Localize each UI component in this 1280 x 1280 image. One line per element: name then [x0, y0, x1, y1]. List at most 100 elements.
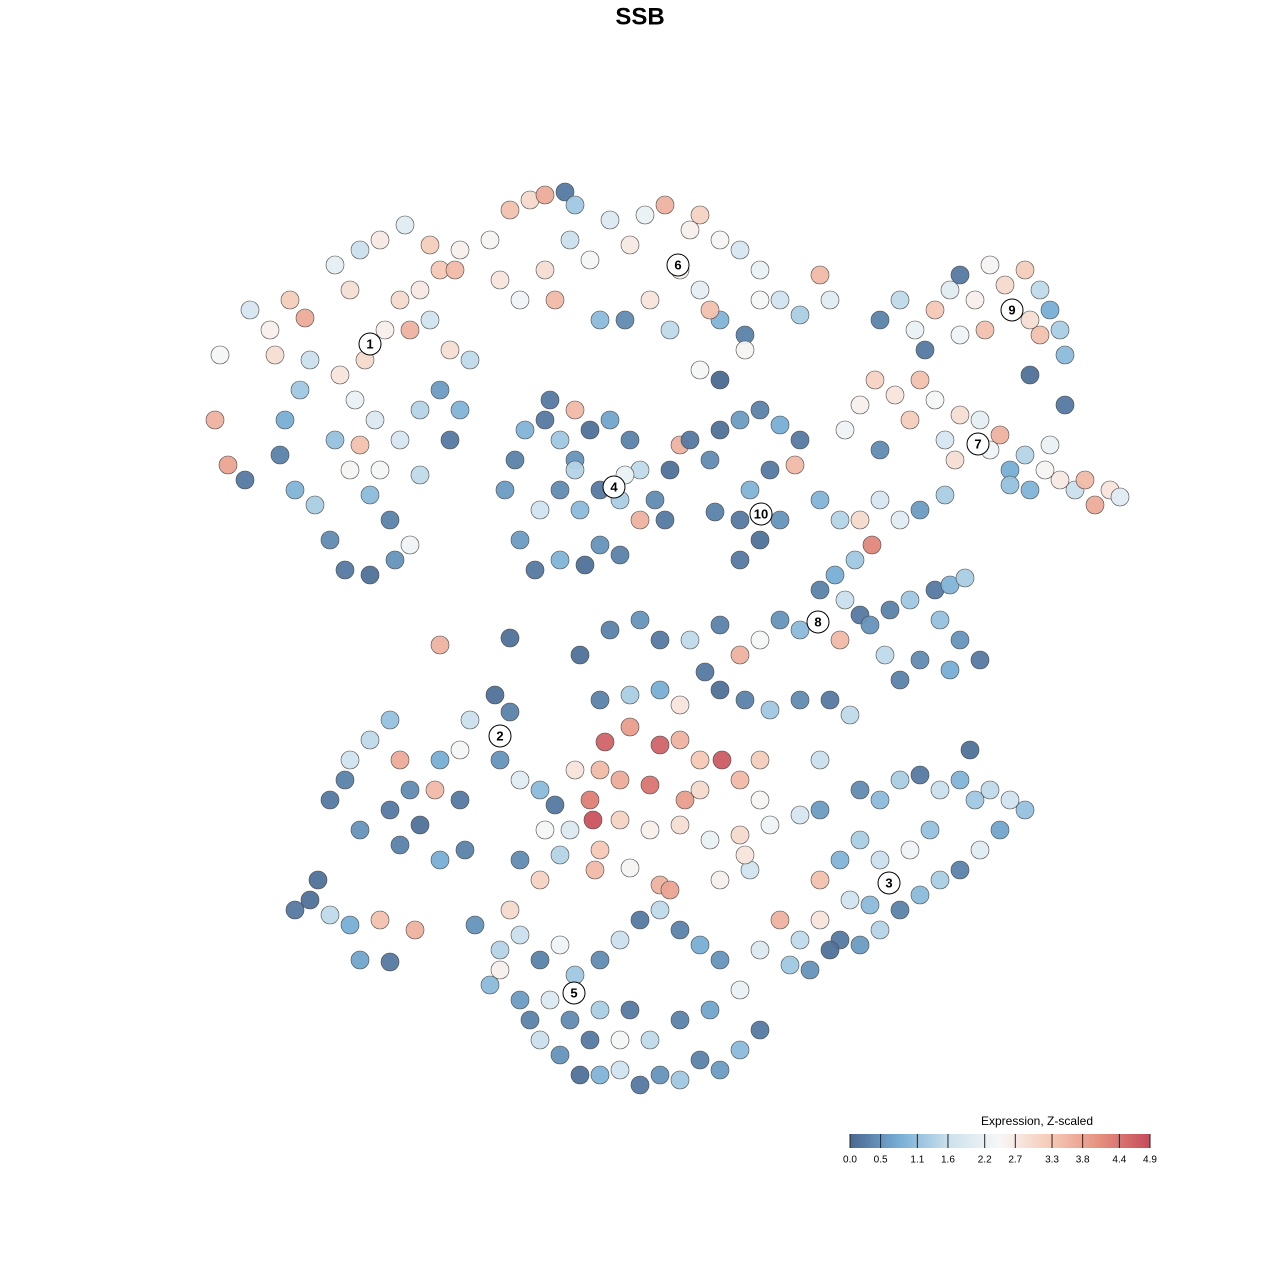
point: [965, 290, 985, 310]
point: [690, 1050, 710, 1070]
point: [930, 610, 950, 630]
point: [500, 900, 520, 920]
point: [910, 650, 930, 670]
point: [655, 195, 675, 215]
point: [730, 550, 750, 570]
point: [1020, 365, 1040, 385]
point: [260, 320, 280, 340]
point: [1015, 800, 1035, 820]
point: [640, 820, 660, 840]
point: [770, 910, 790, 930]
point: [325, 255, 345, 275]
point: [290, 380, 310, 400]
point: [870, 850, 890, 870]
point: [770, 290, 790, 310]
point: [790, 690, 810, 710]
point: [485, 685, 505, 705]
cluster-marker: [666, 253, 690, 277]
point: [340, 750, 360, 770]
point: [480, 975, 500, 995]
point: [890, 290, 910, 310]
point: [950, 325, 970, 345]
point: [410, 280, 430, 300]
cluster-marker: [358, 332, 382, 356]
point: [590, 535, 610, 555]
point: [590, 690, 610, 710]
point: [400, 780, 420, 800]
point: [850, 780, 870, 800]
point: [925, 300, 945, 320]
point: [670, 1010, 690, 1030]
point: [430, 750, 450, 770]
point: [710, 950, 730, 970]
point: [660, 460, 680, 480]
point: [500, 628, 520, 648]
point: [650, 900, 670, 920]
point: [218, 455, 238, 475]
point: [700, 450, 720, 470]
point: [580, 790, 600, 810]
point: [730, 770, 750, 790]
point: [630, 610, 650, 630]
point: [840, 705, 860, 725]
cluster-label: 7: [974, 436, 981, 451]
point: [405, 920, 425, 940]
point: [730, 510, 750, 530]
point: [610, 770, 630, 790]
point: [335, 770, 355, 790]
point: [990, 820, 1010, 840]
point: [375, 320, 395, 340]
point: [790, 620, 810, 640]
point: [590, 310, 610, 330]
point: [630, 510, 650, 530]
point: [970, 650, 990, 670]
point: [780, 955, 800, 975]
point: [325, 430, 345, 450]
point: [270, 445, 290, 465]
point: [820, 940, 840, 960]
point: [350, 820, 370, 840]
point: [660, 320, 680, 340]
point: [285, 900, 305, 920]
point: [850, 935, 870, 955]
point: [905, 320, 925, 340]
point: [590, 1000, 610, 1020]
point: [590, 1065, 610, 1085]
point: [885, 385, 905, 405]
point: [390, 835, 410, 855]
point: [430, 850, 450, 870]
point: [700, 300, 720, 320]
point: [570, 645, 590, 665]
point: [870, 310, 890, 330]
point: [790, 805, 810, 825]
point: [670, 695, 690, 715]
colorbar-tick-label: 2.7: [1008, 1155, 1022, 1166]
point: [465, 915, 485, 935]
point: [410, 400, 430, 420]
point: [750, 750, 770, 770]
point: [560, 1010, 580, 1030]
point: [865, 370, 885, 390]
point: [890, 900, 910, 920]
point: [565, 195, 585, 215]
point: [535, 260, 555, 280]
colorbar: Expression, Z-scaled 0.0 0.5 1.1 1.6 2.2 2.7 3…: [843, 1114, 1157, 1165]
point: [575, 555, 595, 575]
point: [840, 890, 860, 910]
point: [620, 430, 640, 450]
cluster-marker: [488, 724, 512, 748]
cluster-label: 5: [570, 985, 577, 1000]
point: [610, 1060, 630, 1080]
point: [712, 750, 732, 770]
point: [210, 345, 230, 365]
point: [860, 895, 880, 915]
point: [580, 1030, 600, 1050]
point: [950, 630, 970, 650]
point: [1035, 460, 1055, 480]
cluster-marker: [602, 475, 626, 499]
point: [590, 950, 610, 970]
point: [400, 535, 420, 555]
point: [610, 930, 630, 950]
point: [750, 630, 770, 650]
